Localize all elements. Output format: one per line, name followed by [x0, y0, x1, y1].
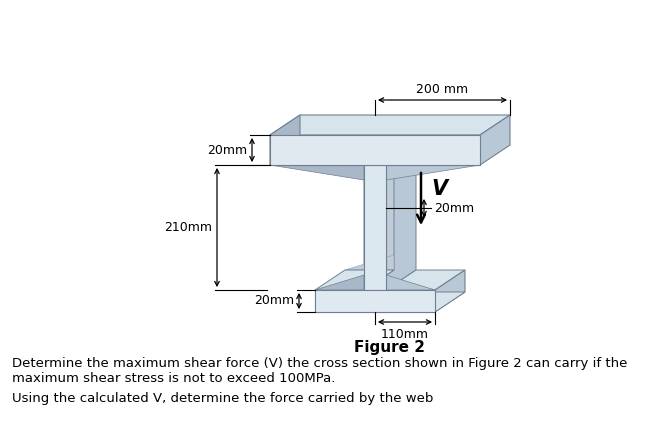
- Polygon shape: [364, 145, 394, 290]
- Polygon shape: [270, 115, 300, 165]
- Text: V: V: [431, 179, 447, 199]
- Text: Determine the maximum shear force (V) the cross section shown in Figure 2 can ca: Determine the maximum shear force (V) th…: [12, 357, 627, 370]
- Text: 20mm: 20mm: [434, 202, 474, 215]
- Polygon shape: [345, 255, 394, 270]
- Polygon shape: [270, 165, 364, 180]
- Text: 20mm: 20mm: [207, 144, 247, 157]
- Polygon shape: [270, 135, 480, 165]
- Text: 20mm: 20mm: [254, 295, 294, 307]
- Text: 110mm: 110mm: [381, 328, 429, 341]
- Polygon shape: [386, 145, 416, 290]
- Text: maximum shear stress is not to exceed 100MPa.: maximum shear stress is not to exceed 10…: [12, 372, 335, 385]
- Polygon shape: [386, 275, 435, 290]
- Text: Figure 2: Figure 2: [354, 340, 425, 355]
- Text: Using the calculated V, determine the force carried by the web: Using the calculated V, determine the fo…: [12, 392, 433, 405]
- Polygon shape: [364, 165, 386, 290]
- Polygon shape: [315, 292, 465, 312]
- Polygon shape: [315, 290, 435, 312]
- Polygon shape: [270, 135, 480, 165]
- Polygon shape: [386, 270, 465, 290]
- Polygon shape: [315, 290, 435, 312]
- Polygon shape: [364, 165, 386, 290]
- Polygon shape: [315, 270, 394, 290]
- Polygon shape: [480, 115, 510, 165]
- Polygon shape: [270, 115, 510, 135]
- Polygon shape: [435, 270, 465, 312]
- Polygon shape: [386, 165, 480, 180]
- Polygon shape: [315, 275, 364, 290]
- Polygon shape: [300, 145, 394, 160]
- Text: 200 mm: 200 mm: [417, 83, 468, 96]
- Text: 210mm: 210mm: [164, 221, 212, 234]
